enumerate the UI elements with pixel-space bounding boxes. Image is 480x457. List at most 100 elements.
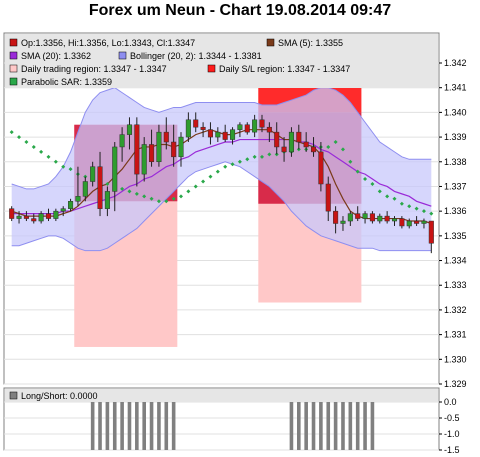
- candle-body: [119, 134, 125, 148]
- candle-body: [355, 213, 361, 219]
- candle: [104, 186, 110, 217]
- legend-sar: Parabolic SAR: 1.3359: [21, 77, 112, 87]
- sar-point: [171, 196, 176, 201]
- long-short-bar: [120, 402, 124, 450]
- candle-body: [428, 220, 434, 244]
- candle-body: [149, 144, 155, 163]
- long-short-bar: [142, 402, 146, 450]
- candle-body: [303, 141, 309, 148]
- candle-body: [259, 119, 265, 128]
- candle-body: [31, 218, 37, 222]
- sar-point: [230, 162, 235, 167]
- candle-body: [104, 191, 110, 209]
- long-short-bars: [90, 402, 375, 450]
- legend-sma5: SMA (5): 1.3355: [278, 38, 343, 48]
- candle-body: [97, 166, 103, 209]
- sar-point: [326, 144, 331, 149]
- sar-point: [348, 159, 353, 164]
- sub-legend-background: [5, 389, 438, 402]
- long-short-bar: [341, 402, 345, 450]
- candle: [149, 129, 155, 167]
- long-short-bar: [149, 402, 154, 450]
- main-panel: 1.342 1.341 1.340 1.339 1.338 1.337 1.336 1.335…: [3, 32, 467, 389]
- main-y-tick-label: 1.338: [444, 157, 467, 167]
- candle-body: [340, 220, 346, 224]
- candle-body: [362, 213, 368, 219]
- sub-y-tick-label: -1.5: [444, 445, 460, 455]
- candle-body: [23, 215, 29, 219]
- legend-sl-region: Daily S/L region: 1.3347 - 1.3347: [219, 64, 350, 74]
- candle: [377, 213, 383, 224]
- long-short-bar: [319, 402, 323, 450]
- candle-body: [244, 124, 250, 133]
- long-short-bar: [164, 402, 169, 450]
- candle: [421, 218, 427, 229]
- candle-body: [126, 124, 133, 135]
- long-short-bar: [355, 402, 360, 450]
- long-short-bar: [363, 402, 367, 450]
- sub-y-tick-label: -0.5: [444, 413, 460, 423]
- long-short-bar: [157, 402, 161, 450]
- candles-layer: [9, 112, 434, 254]
- long-short-bar: [311, 402, 316, 450]
- candle: [362, 211, 368, 224]
- candle: [185, 112, 191, 143]
- main-y-tick-label: 1.334: [444, 256, 467, 266]
- sar-point: [414, 206, 419, 211]
- candle: [215, 127, 221, 143]
- candle-body: [53, 210, 59, 219]
- sar-point: [164, 199, 169, 204]
- main-y-tick-label: 1.336: [444, 206, 467, 216]
- sub-legend-swatch: [9, 391, 18, 400]
- long-short-bar: [112, 402, 117, 450]
- sar-point: [149, 196, 154, 201]
- legend-background: [5, 34, 438, 88]
- sar-point: [333, 140, 338, 145]
- candle: [355, 206, 361, 222]
- sar-point: [252, 154, 257, 159]
- sub-y-tick-label: 0.0: [444, 397, 457, 407]
- candle: [126, 117, 133, 150]
- candle-body: [310, 146, 317, 153]
- candle-body: [421, 220, 427, 224]
- candle: [171, 124, 177, 167]
- candle: [237, 122, 243, 138]
- candle-body: [75, 196, 81, 202]
- candle: [38, 211, 44, 224]
- main-y-tick-label: 1.337: [444, 181, 467, 191]
- candle-body: [200, 126, 206, 130]
- candle-body: [68, 201, 74, 209]
- legend-bollinger-swatch: [118, 51, 127, 60]
- long-short-bar: [135, 402, 139, 450]
- sar-point: [399, 201, 404, 206]
- sar-point: [370, 181, 375, 186]
- sar-point: [17, 135, 22, 140]
- candle: [230, 127, 236, 145]
- main-y-tick-label: 1.331: [444, 330, 467, 340]
- candle-body: [296, 131, 302, 143]
- candle: [281, 137, 287, 162]
- candle: [274, 122, 280, 155]
- sar-point: [134, 191, 139, 196]
- candle: [252, 114, 258, 138]
- sar-point: [201, 179, 206, 184]
- candle: [60, 206, 66, 217]
- candle: [414, 216, 420, 226]
- sar-point: [31, 144, 36, 149]
- candle: [82, 176, 88, 202]
- legend-bollinger: Bollinger (20, 2): 1.3344 - 1.3381: [130, 51, 262, 61]
- candle: [112, 142, 118, 212]
- candle-body: [369, 213, 375, 222]
- moving-average-layer: [11, 129, 432, 225]
- candle: [288, 127, 294, 157]
- legend-sar-swatch: [9, 77, 18, 86]
- candle: [68, 198, 74, 212]
- candle-body: [134, 124, 140, 175]
- candle-body: [215, 131, 221, 138]
- main-y-tick-label: 1.329: [444, 379, 467, 389]
- candle: [303, 132, 309, 152]
- candle: [259, 114, 265, 133]
- sar-point: [237, 159, 242, 164]
- main-y-tick-label: 1.342: [444, 58, 467, 68]
- candle: [384, 211, 390, 224]
